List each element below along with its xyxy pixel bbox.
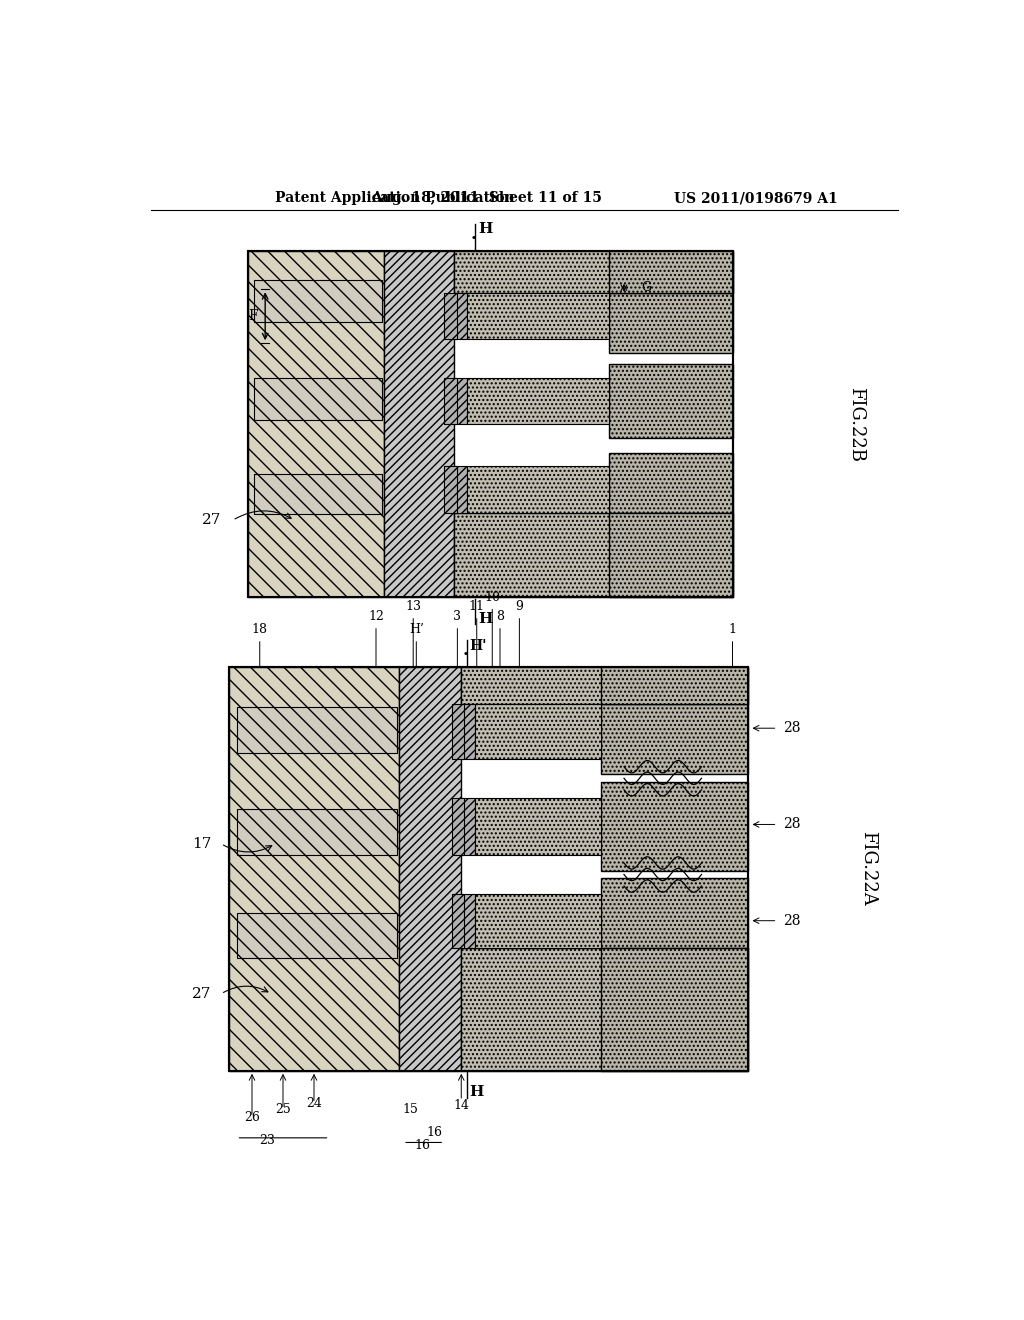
Text: 1: 1 <box>728 623 736 636</box>
Bar <box>608 453 732 512</box>
Bar <box>475 894 601 948</box>
Bar <box>399 667 461 1071</box>
Bar <box>254 280 382 322</box>
Text: H: H <box>470 1085 484 1098</box>
Text: 17: 17 <box>193 837 212 850</box>
Text: 15: 15 <box>402 1102 419 1115</box>
Bar <box>608 512 732 598</box>
Bar <box>384 251 454 598</box>
Text: 11: 11 <box>469 601 484 612</box>
Bar <box>444 378 457 424</box>
Bar <box>601 948 748 1071</box>
Text: 28: 28 <box>783 913 801 928</box>
Bar <box>467 378 608 424</box>
Bar <box>601 878 748 948</box>
Text: 16: 16 <box>415 1139 430 1152</box>
Bar <box>228 667 748 1071</box>
Bar <box>461 704 475 759</box>
Text: FIG.22B: FIG.22B <box>848 387 865 462</box>
Text: 23: 23 <box>259 1134 275 1147</box>
Bar <box>608 364 732 438</box>
Bar <box>454 512 732 598</box>
Bar <box>601 704 748 775</box>
Bar <box>254 474 382 515</box>
Text: F: F <box>248 309 257 323</box>
Text: 9: 9 <box>515 601 523 612</box>
Bar <box>608 293 732 354</box>
Text: 10: 10 <box>484 591 501 603</box>
Text: US 2011/0198679 A1: US 2011/0198679 A1 <box>674 191 838 206</box>
Bar <box>454 293 467 339</box>
Text: 3: 3 <box>454 610 462 623</box>
Bar <box>237 706 397 752</box>
Text: 16: 16 <box>426 1126 442 1139</box>
Bar <box>601 667 748 704</box>
Text: 27: 27 <box>193 987 212 1001</box>
Bar <box>475 704 601 759</box>
Text: H: H <box>478 612 493 626</box>
Bar <box>228 667 399 1071</box>
Bar <box>467 293 608 339</box>
Bar <box>608 251 732 293</box>
Bar <box>454 251 732 293</box>
Text: 27: 27 <box>202 513 221 527</box>
Text: 8: 8 <box>496 610 504 623</box>
Bar <box>452 797 464 855</box>
Text: 18: 18 <box>252 623 267 636</box>
Bar <box>467 466 608 512</box>
Text: H': H' <box>470 639 487 653</box>
Text: 28: 28 <box>783 721 801 735</box>
Text: 25: 25 <box>275 1102 291 1115</box>
Bar <box>452 704 464 759</box>
Bar <box>461 797 475 855</box>
Bar <box>254 378 382 420</box>
Bar <box>248 251 384 598</box>
Text: 12: 12 <box>368 610 384 623</box>
Text: ·: · <box>462 644 470 667</box>
Bar <box>461 948 748 1071</box>
Text: G: G <box>641 281 651 294</box>
Bar <box>601 781 748 871</box>
Text: FIG.22A: FIG.22A <box>859 832 878 906</box>
Bar <box>454 378 467 424</box>
Bar <box>454 466 467 512</box>
Bar <box>461 894 475 948</box>
Bar <box>237 809 397 855</box>
Text: H’: H’ <box>409 623 424 636</box>
Bar <box>475 797 601 855</box>
Bar <box>237 913 397 958</box>
Bar <box>248 251 732 598</box>
Text: H: H <box>478 222 493 236</box>
Text: Aug. 18, 2011  Sheet 11 of 15: Aug. 18, 2011 Sheet 11 of 15 <box>371 191 601 206</box>
Bar <box>461 667 748 704</box>
Text: 13: 13 <box>406 601 421 612</box>
Bar <box>248 251 732 598</box>
Bar <box>228 667 748 1071</box>
Text: 14: 14 <box>454 1100 469 1111</box>
Text: Patent Application Publication: Patent Application Publication <box>275 191 515 206</box>
Text: 26: 26 <box>244 1110 260 1123</box>
Text: 28: 28 <box>783 817 801 832</box>
Bar <box>444 466 457 512</box>
Bar <box>452 894 464 948</box>
Text: 24: 24 <box>306 1097 322 1110</box>
Bar <box>444 293 457 339</box>
Text: ·: · <box>470 228 477 251</box>
